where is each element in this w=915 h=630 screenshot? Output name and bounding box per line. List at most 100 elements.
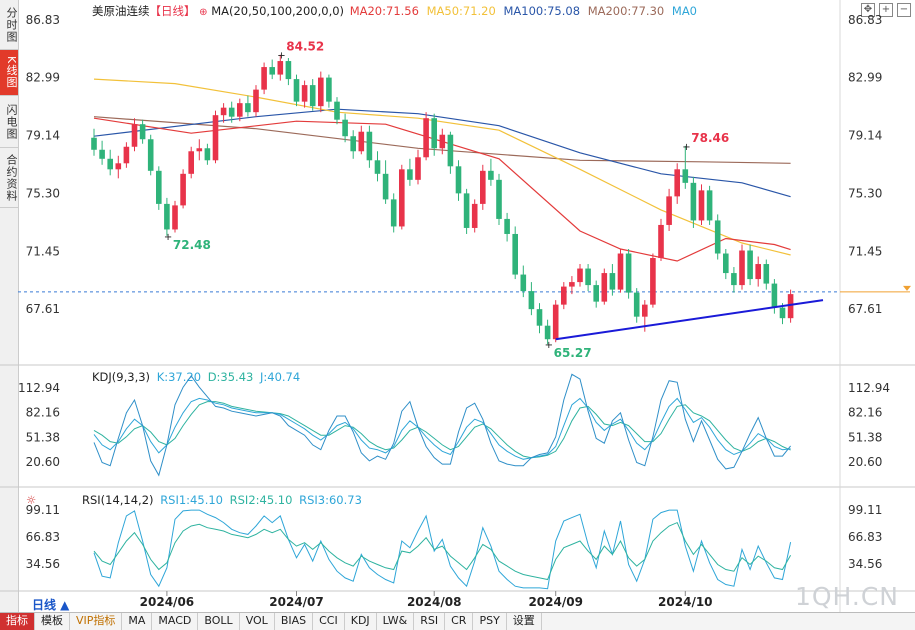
price-tick-left: 75.30 — [26, 186, 60, 200]
candle-body — [601, 273, 608, 302]
date-label: 2024/10 — [658, 595, 712, 609]
candle-body — [237, 103, 243, 117]
rsi-title[interactable]: RSI(14,14,2) — [81, 493, 154, 507]
price-annotation: 72.48 — [173, 238, 211, 252]
candle-body — [763, 264, 770, 284]
price-tick-left: 79.14 — [26, 129, 60, 143]
candle-body — [212, 115, 219, 161]
rsi-r2: RSI2:45.10 — [229, 493, 293, 507]
price-tick-left: 71.45 — [26, 244, 60, 258]
annotation-marker: + — [545, 340, 553, 351]
candle-body — [358, 131, 365, 152]
candle-body — [747, 250, 753, 280]
bottom-tab-vip[interactable]: VIP指标 — [70, 613, 123, 630]
bottom-tab-lw[interactable]: LW& — [377, 613, 415, 630]
candle-body — [399, 169, 405, 227]
candle-body — [593, 285, 599, 302]
add-icon[interactable]: ⊕ — [199, 7, 208, 18]
date-label: 2024/06 — [140, 595, 194, 609]
sun-icon[interactable]: ☼ — [26, 493, 37, 507]
kdj-d: D:35.43 — [207, 370, 254, 384]
tab-kline[interactable]: K线图 — [0, 50, 18, 96]
price-annotation: 78.46 — [691, 131, 729, 145]
candle-body — [739, 250, 745, 286]
ma200-value: MA200:77.30 — [587, 4, 665, 18]
candle-body — [293, 79, 300, 102]
candle-body — [544, 325, 551, 340]
tab-flash[interactable]: 闪电图 — [0, 96, 18, 148]
left-sidebar: 分时图 K线图 闪电图 合约资料 — [0, 0, 19, 612]
bottom-tab-bias[interactable]: BIAS — [275, 613, 314, 630]
candle-body — [139, 124, 146, 140]
bottom-tab-kdj[interactable]: KDJ — [345, 613, 377, 630]
ma100-line — [93, 108, 791, 198]
price-tick-right: 75.30 — [848, 186, 882, 200]
bottom-tab-cr[interactable]: CR — [445, 613, 474, 630]
price-tick-right: 79.14 — [848, 129, 882, 143]
candle-body — [285, 61, 292, 80]
bottom-tab-psy[interactable]: PSY — [473, 613, 507, 630]
bottom-tab-vol[interactable]: VOL — [240, 613, 275, 630]
tab-contract-info[interactable]: 合约资料 — [0, 148, 18, 208]
bottom-tab-template[interactable]: 模板 — [35, 613, 70, 630]
kdj-title[interactable]: KDJ(9,3,3) — [92, 370, 151, 384]
candle-body — [779, 307, 786, 319]
candle-body — [390, 199, 397, 227]
candle-body — [277, 61, 284, 75]
kdj-tick-right: 51.38 — [848, 430, 882, 444]
candle-body — [407, 169, 413, 180]
candle-body — [326, 77, 332, 102]
bottom-tab-settings[interactable]: 设置 — [507, 613, 542, 630]
bottom-tab-cci[interactable]: CCI — [313, 613, 345, 630]
tab-timeshare[interactable]: 分时图 — [0, 0, 18, 50]
ma-def[interactable]: MA(20,50,100,200,0,0) — [211, 4, 345, 18]
candle-body — [480, 170, 486, 204]
candle-body — [690, 182, 697, 221]
crosshair-icon[interactable]: ✥ — [861, 3, 875, 17]
candle-body — [366, 131, 373, 161]
candle-body — [382, 173, 389, 200]
candle-body — [301, 85, 308, 102]
candle-body — [585, 268, 591, 286]
candle-body — [731, 273, 737, 286]
candle-body — [253, 89, 259, 113]
kdj-k: K:37.20 — [156, 370, 202, 384]
candle-body — [180, 173, 186, 206]
kdj-j-line — [93, 373, 791, 477]
candle-body — [561, 286, 567, 305]
candle-body — [309, 85, 316, 107]
candle-body — [771, 283, 778, 308]
chart-canvas[interactable]: 86.83 86.83 82.99 82.99 79.14 79.14 75.30 75.30… — [0, 0, 915, 612]
candle-body — [334, 101, 340, 120]
date-label: 2024/09 — [528, 595, 582, 609]
bottom-tab-macd[interactable]: MACD — [152, 613, 199, 630]
candle-body — [698, 190, 705, 221]
price-annotation: 65.27 — [554, 346, 592, 360]
kdj-tick-right: 112.94 — [848, 381, 890, 395]
price-tick-right: 82.99 — [848, 71, 882, 85]
chart-header: 美原油连续【日线】 ⊕ MA(20,50,100,200,0,0) MA20:7… — [92, 3, 697, 19]
candle-body — [674, 169, 680, 197]
bottom-tab-boll[interactable]: BOLL — [198, 613, 240, 630]
candle-body — [350, 136, 356, 152]
date-label: 2024/07 — [269, 595, 323, 609]
rsi-r1: RSI1:45.10 — [160, 493, 223, 507]
zoom-in-icon[interactable]: + — [879, 3, 893, 17]
period-label[interactable]: 【日线】 — [149, 4, 196, 18]
kdj-header: KDJ(9,3,3) K:37.20 D:35.43 J:40.74 — [92, 370, 300, 384]
rsi1-line — [93, 521, 792, 581]
rsi3-line — [93, 509, 792, 590]
bottom-tab-ma[interactable]: MA — [122, 613, 153, 630]
candle-body — [172, 205, 178, 230]
support-trendline — [555, 299, 824, 341]
period-button[interactable]: 日线 ▲ — [32, 598, 70, 612]
candle-body — [723, 253, 729, 274]
zoom-out-icon[interactable]: − — [897, 3, 911, 17]
candle-body — [99, 149, 105, 159]
kdj-tick-left: 51.38 — [26, 430, 60, 444]
bottom-tab-indicators[interactable]: 指标 — [0, 613, 35, 630]
candle-body — [714, 220, 721, 254]
bottom-tab-rsi[interactable]: RSI — [414, 613, 446, 630]
candle-body — [115, 163, 122, 170]
candle-body — [156, 170, 162, 204]
